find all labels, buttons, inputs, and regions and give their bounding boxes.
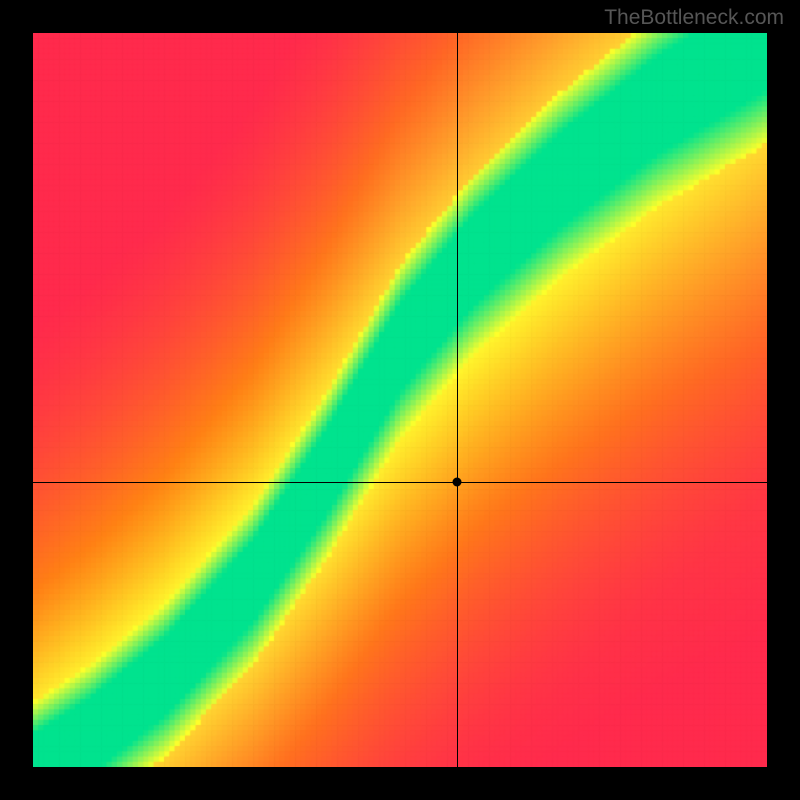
- crosshair-vertical: [457, 33, 458, 767]
- attribution-text: TheBottleneck.com: [604, 6, 784, 30]
- crosshair-horizontal: [33, 482, 767, 483]
- heatmap-chart: [33, 33, 767, 767]
- chart-container: TheBottleneck.com: [0, 0, 800, 800]
- marker-dot: [453, 478, 462, 487]
- heatmap-canvas: [33, 33, 767, 767]
